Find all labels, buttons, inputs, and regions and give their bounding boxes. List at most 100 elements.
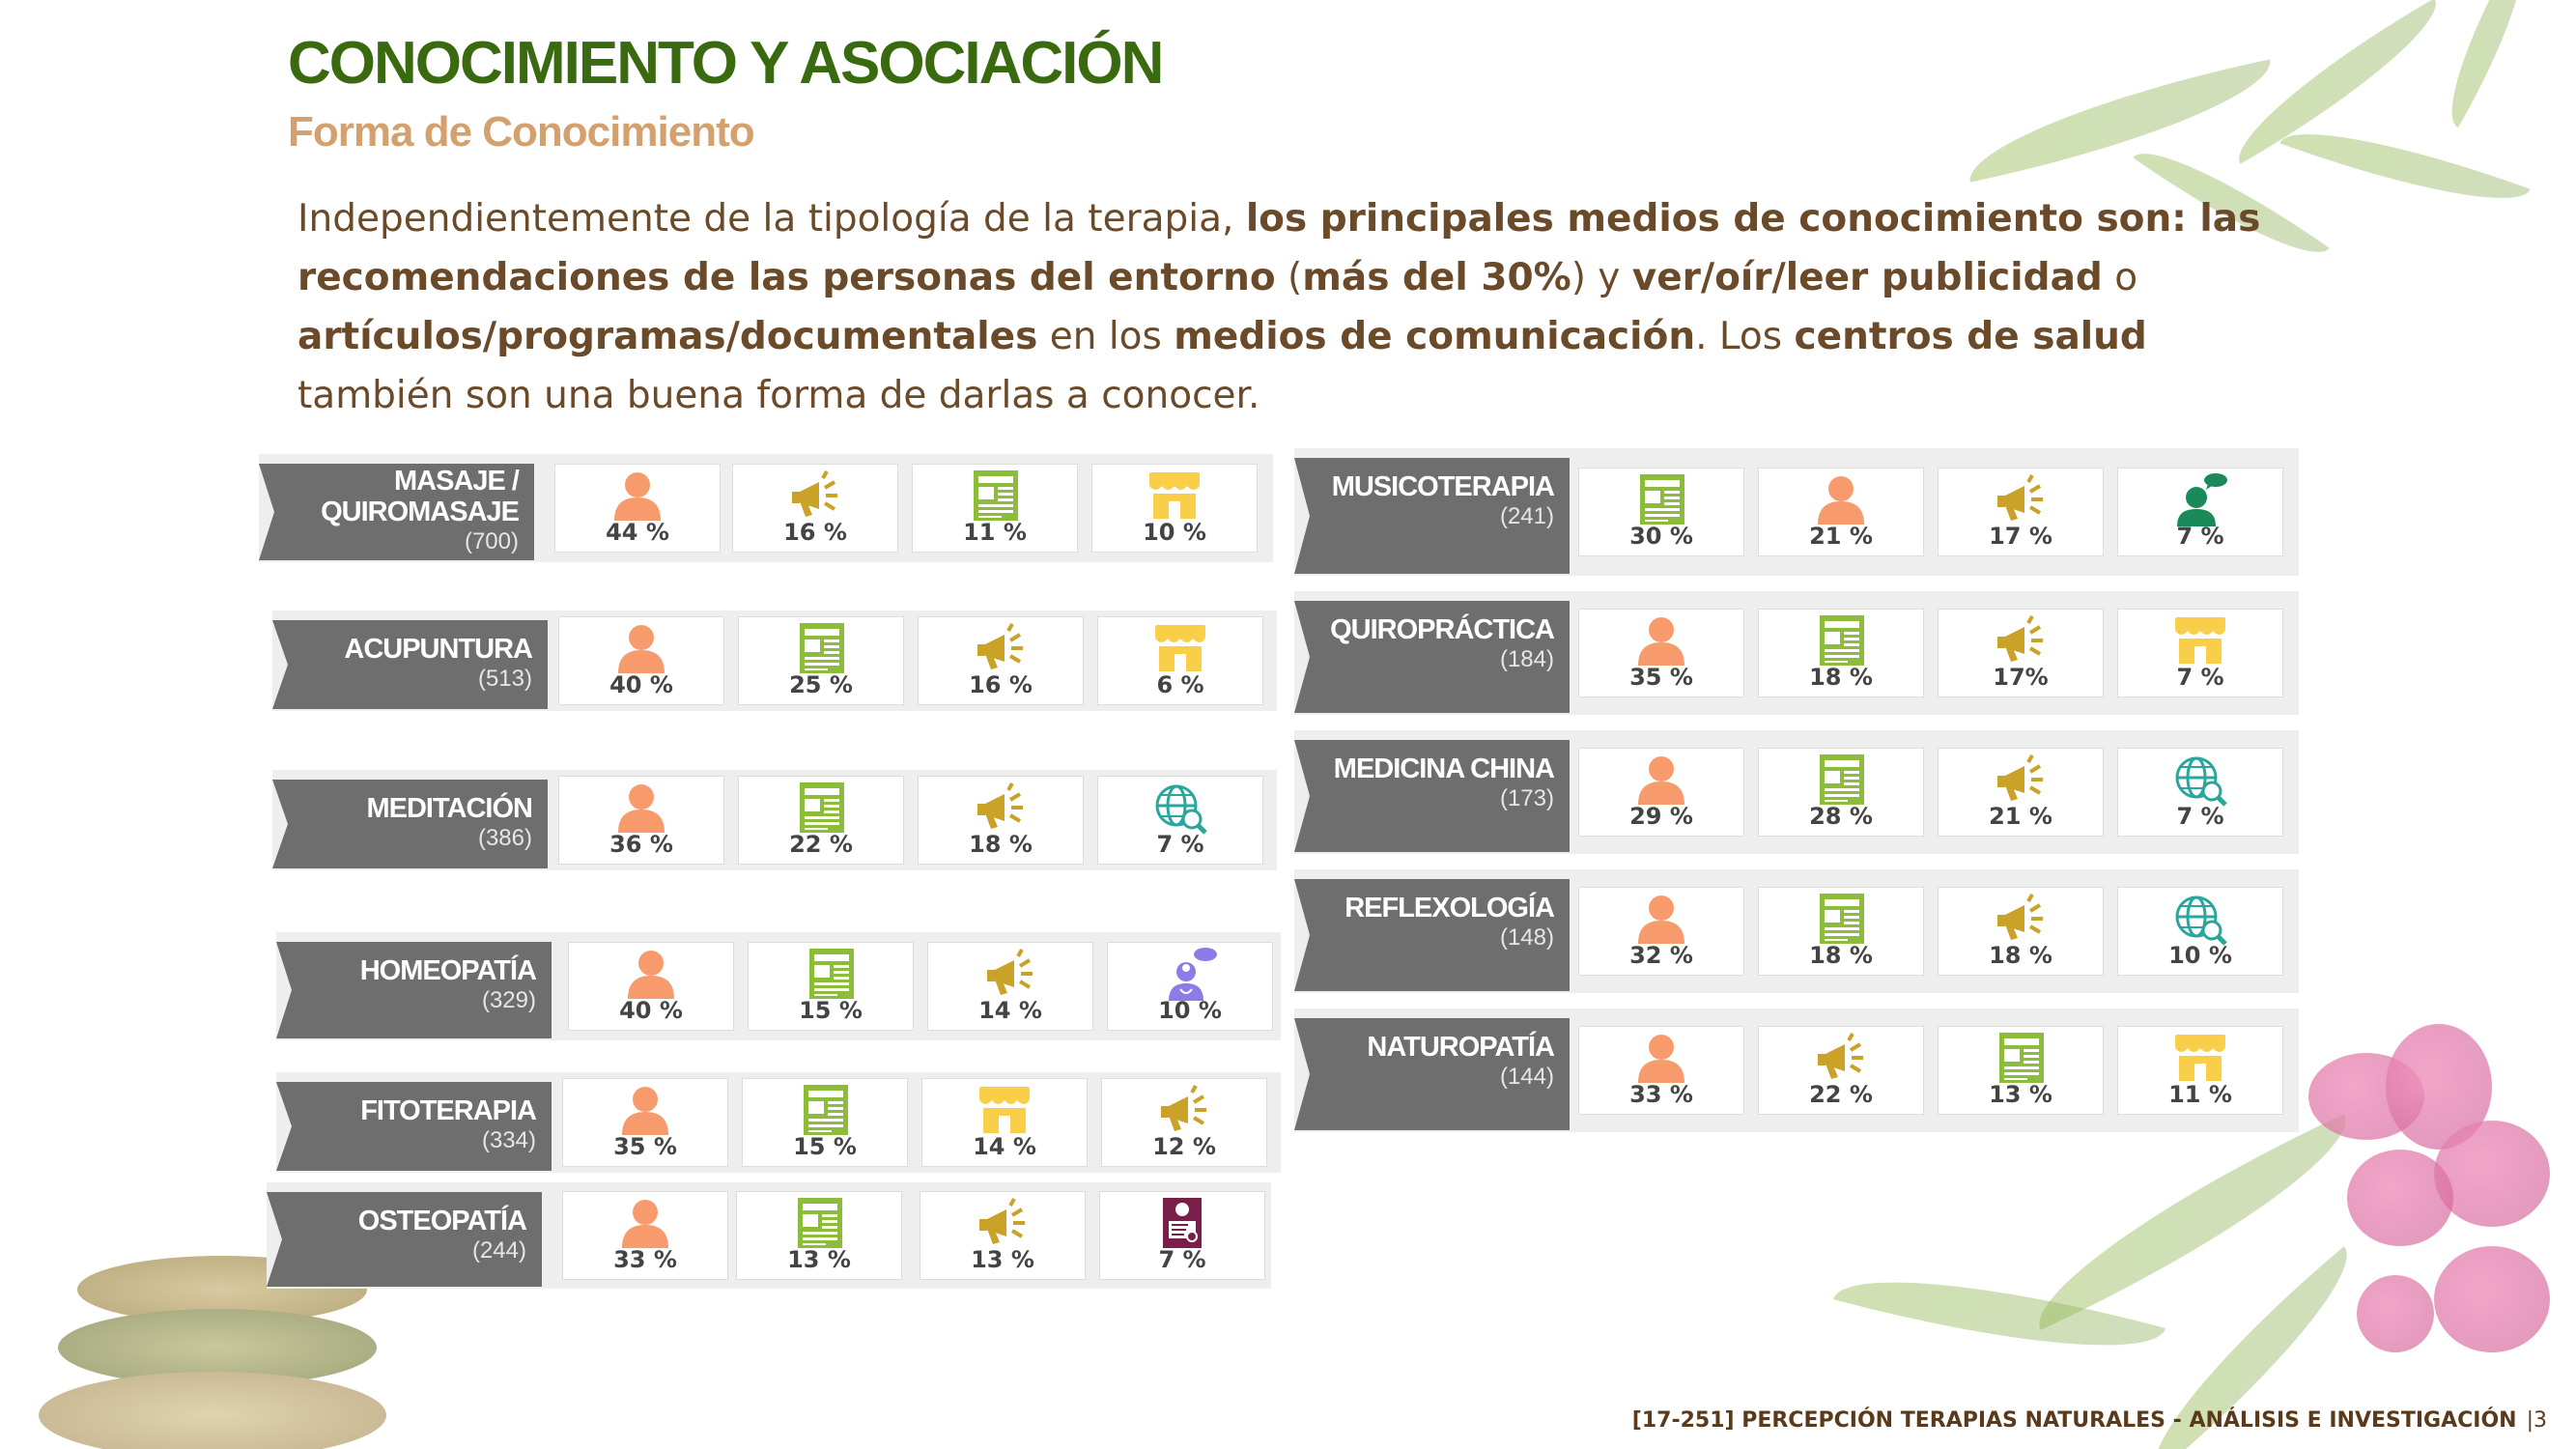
therapy-label: QUIROPRÁCTICA (184) bbox=[1294, 601, 1570, 713]
channel-percentage: 35 % bbox=[613, 1133, 677, 1160]
page-title: CONOCIMIENTO Y ASOCIACIÓN bbox=[288, 30, 1164, 97]
channel-cell: 18 % bbox=[1758, 609, 1924, 697]
sample-size: (184) bbox=[1499, 646, 1554, 672]
channel-cell: 18 % bbox=[918, 776, 1084, 865]
newspaper-icon bbox=[792, 781, 850, 835]
channel-percentage: 17% bbox=[1993, 664, 2049, 691]
channel-percentage: 18 % bbox=[1989, 942, 2052, 969]
channel-percentage: 25 % bbox=[789, 671, 853, 698]
megaphone-icon bbox=[972, 621, 1030, 675]
channel-percentage: 21 % bbox=[1809, 523, 1873, 550]
megaphone-icon bbox=[974, 1196, 1032, 1250]
newspaper-icon bbox=[796, 1083, 854, 1137]
store-icon bbox=[1146, 469, 1203, 523]
globe-search-icon bbox=[2171, 892, 2229, 946]
channel-percentage: 14 % bbox=[978, 997, 1042, 1024]
channel-cell: 40 % bbox=[558, 616, 724, 705]
therapy-name: REFLEXOLOGÍA bbox=[1345, 893, 1555, 923]
sample-size: (329) bbox=[481, 987, 536, 1013]
person-icon bbox=[1632, 753, 1690, 807]
channel-cell: 29 % bbox=[1578, 748, 1744, 837]
channel-cell: 10 % bbox=[1091, 464, 1258, 553]
channel-percentage: 7 % bbox=[2176, 664, 2224, 691]
channel-cell: 7 % bbox=[1097, 776, 1263, 865]
store-icon bbox=[976, 1083, 1033, 1137]
channel-percentage: 13 % bbox=[971, 1246, 1034, 1273]
channel-percentage: 11 % bbox=[963, 519, 1027, 546]
store-icon bbox=[2171, 1031, 2229, 1085]
channel-cell: 21 % bbox=[1758, 468, 1924, 556]
channel-cell: 6 % bbox=[1097, 616, 1263, 705]
megaphone-icon bbox=[1992, 472, 2050, 526]
channel-cell: 18 % bbox=[1758, 887, 1924, 976]
therapy-row-homeopatia: HOMEOPATÍA (329) 40 % 15 % 14 % 10 % bbox=[276, 932, 1281, 1040]
channel-percentage: 28 % bbox=[1809, 803, 1873, 830]
channel-cell: 16 % bbox=[918, 616, 1084, 705]
channel-cell: 21 % bbox=[1938, 748, 2104, 837]
newspaper-icon bbox=[792, 621, 850, 675]
channel-cell: 13 % bbox=[920, 1191, 1086, 1280]
channel-cell: 36 % bbox=[558, 776, 724, 865]
channel-cell: 33 % bbox=[562, 1191, 728, 1280]
channel-cell: 10 % bbox=[1107, 942, 1273, 1031]
channel-percentage: 17 % bbox=[1989, 523, 2052, 550]
channel-cell: 17% bbox=[1938, 609, 2104, 697]
therapy-name: HOMEOPATÍA bbox=[359, 955, 537, 986]
channel-percentage: 13 % bbox=[1989, 1081, 2052, 1108]
channel-percentage: 36 % bbox=[609, 831, 673, 858]
globe-search-icon bbox=[2171, 753, 2229, 807]
newspaper-icon bbox=[1992, 1031, 2050, 1085]
page-subtitle: Forma de Conocimiento bbox=[288, 108, 755, 156]
globe-search-icon bbox=[1151, 781, 1209, 835]
channel-cell: 22 % bbox=[738, 776, 904, 865]
store-icon bbox=[1151, 621, 1209, 675]
therapy-row-naturopatia: NATUROPATÍA (144) 33 % 22 % 13 % 11 % bbox=[1294, 1009, 2299, 1132]
therapy-label: OSTEOPATÍA (244) bbox=[267, 1192, 542, 1287]
sample-size: (334) bbox=[481, 1127, 536, 1153]
channel-percentage: 22 % bbox=[1809, 1081, 1873, 1108]
channel-percentage: 22 % bbox=[789, 831, 853, 858]
channel-percentage: 18 % bbox=[969, 831, 1033, 858]
sample-size: (386) bbox=[477, 825, 532, 851]
channel-percentage: 21 % bbox=[1989, 803, 2052, 830]
channel-percentage: 11 % bbox=[2168, 1081, 2232, 1108]
channel-cell: 11 % bbox=[912, 464, 1078, 553]
therapy-label: HOMEOPATÍA (329) bbox=[276, 942, 552, 1038]
channel-cell: 15 % bbox=[742, 1078, 908, 1167]
channel-cell: 40 % bbox=[568, 942, 734, 1031]
person-icon bbox=[622, 947, 680, 1001]
therapy-label: MEDICINA CHINA (173) bbox=[1294, 740, 1570, 852]
person-icon bbox=[616, 1083, 674, 1137]
megaphone-icon bbox=[1992, 613, 2050, 668]
therapy-name: QUIROPRÁCTICA bbox=[1330, 614, 1555, 645]
channel-cell: 7 % bbox=[2117, 609, 2283, 697]
channel-cell: 44 % bbox=[554, 464, 721, 553]
sample-size: (700) bbox=[464, 528, 519, 554]
channel-percentage: 14 % bbox=[973, 1133, 1036, 1160]
channel-cell: 15 % bbox=[748, 942, 914, 1031]
channel-cell: 13 % bbox=[1938, 1026, 2104, 1115]
channel-cell: 14 % bbox=[927, 942, 1093, 1031]
channel-cell: 25 % bbox=[738, 616, 904, 705]
channel-percentage: 44 % bbox=[606, 519, 669, 546]
channel-percentage: 10 % bbox=[2168, 942, 2232, 969]
therapy-label: MUSICOTERAPIA (241) bbox=[1294, 458, 1570, 574]
channel-percentage: 29 % bbox=[1629, 803, 1693, 830]
channel-percentage: 40 % bbox=[619, 997, 683, 1024]
channel-percentage: 32 % bbox=[1629, 942, 1693, 969]
channel-cell: 32 % bbox=[1578, 887, 1744, 976]
therapy-label: ACUPUNTURA (513) bbox=[272, 620, 548, 709]
sample-size: (244) bbox=[471, 1237, 526, 1264]
channel-percentage: 16 % bbox=[969, 671, 1033, 698]
therapy-name: MUSICOTERAPIA bbox=[1331, 471, 1555, 502]
therapy-row-acupuntura: ACUPUNTURA (513) 40 % 25 % 16 % 6 % bbox=[272, 611, 1277, 711]
megaphone-icon bbox=[1992, 753, 2050, 807]
channel-percentage: 40 % bbox=[609, 671, 673, 698]
person-icon bbox=[1632, 613, 1690, 668]
therapy-row-osteopatia: OSTEOPATÍA (244) 33 % 13 % 13 % 7 % bbox=[267, 1182, 1271, 1289]
doctor-chat-icon bbox=[1161, 947, 1219, 1001]
channel-cell: 16 % bbox=[732, 464, 898, 553]
channel-cell: 10 % bbox=[2117, 887, 2283, 976]
channel-percentage: 18 % bbox=[1809, 942, 1873, 969]
channel-cell: 28 % bbox=[1758, 748, 1924, 837]
